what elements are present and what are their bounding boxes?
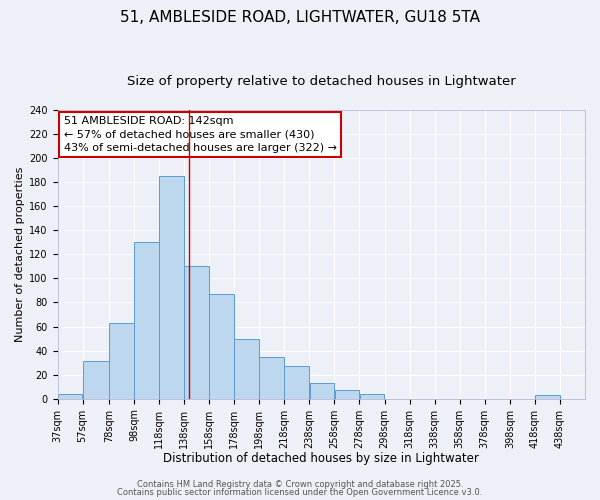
Title: Size of property relative to detached houses in Lightwater: Size of property relative to detached ho… xyxy=(127,75,515,88)
Bar xyxy=(209,294,234,399)
X-axis label: Distribution of detached houses by size in Lightwater: Distribution of detached houses by size … xyxy=(163,452,479,465)
Bar xyxy=(83,362,109,399)
Text: Contains public sector information licensed under the Open Government Licence v3: Contains public sector information licen… xyxy=(118,488,482,497)
Bar xyxy=(310,383,334,398)
Text: Contains HM Land Registry data © Crown copyright and database right 2025.: Contains HM Land Registry data © Crown c… xyxy=(137,480,463,489)
Bar xyxy=(109,323,134,398)
Bar xyxy=(235,338,259,398)
Bar xyxy=(184,266,209,398)
Bar xyxy=(134,242,159,398)
Bar xyxy=(335,390,359,398)
Bar xyxy=(359,394,385,398)
Y-axis label: Number of detached properties: Number of detached properties xyxy=(15,166,25,342)
Text: 51 AMBLESIDE ROAD: 142sqm
← 57% of detached houses are smaller (430)
43% of semi: 51 AMBLESIDE ROAD: 142sqm ← 57% of detac… xyxy=(64,116,337,153)
Bar xyxy=(58,394,82,398)
Bar xyxy=(159,176,184,398)
Bar xyxy=(535,395,560,398)
Bar xyxy=(284,366,309,398)
Bar xyxy=(259,356,284,399)
Text: 51, AMBLESIDE ROAD, LIGHTWATER, GU18 5TA: 51, AMBLESIDE ROAD, LIGHTWATER, GU18 5TA xyxy=(120,10,480,25)
